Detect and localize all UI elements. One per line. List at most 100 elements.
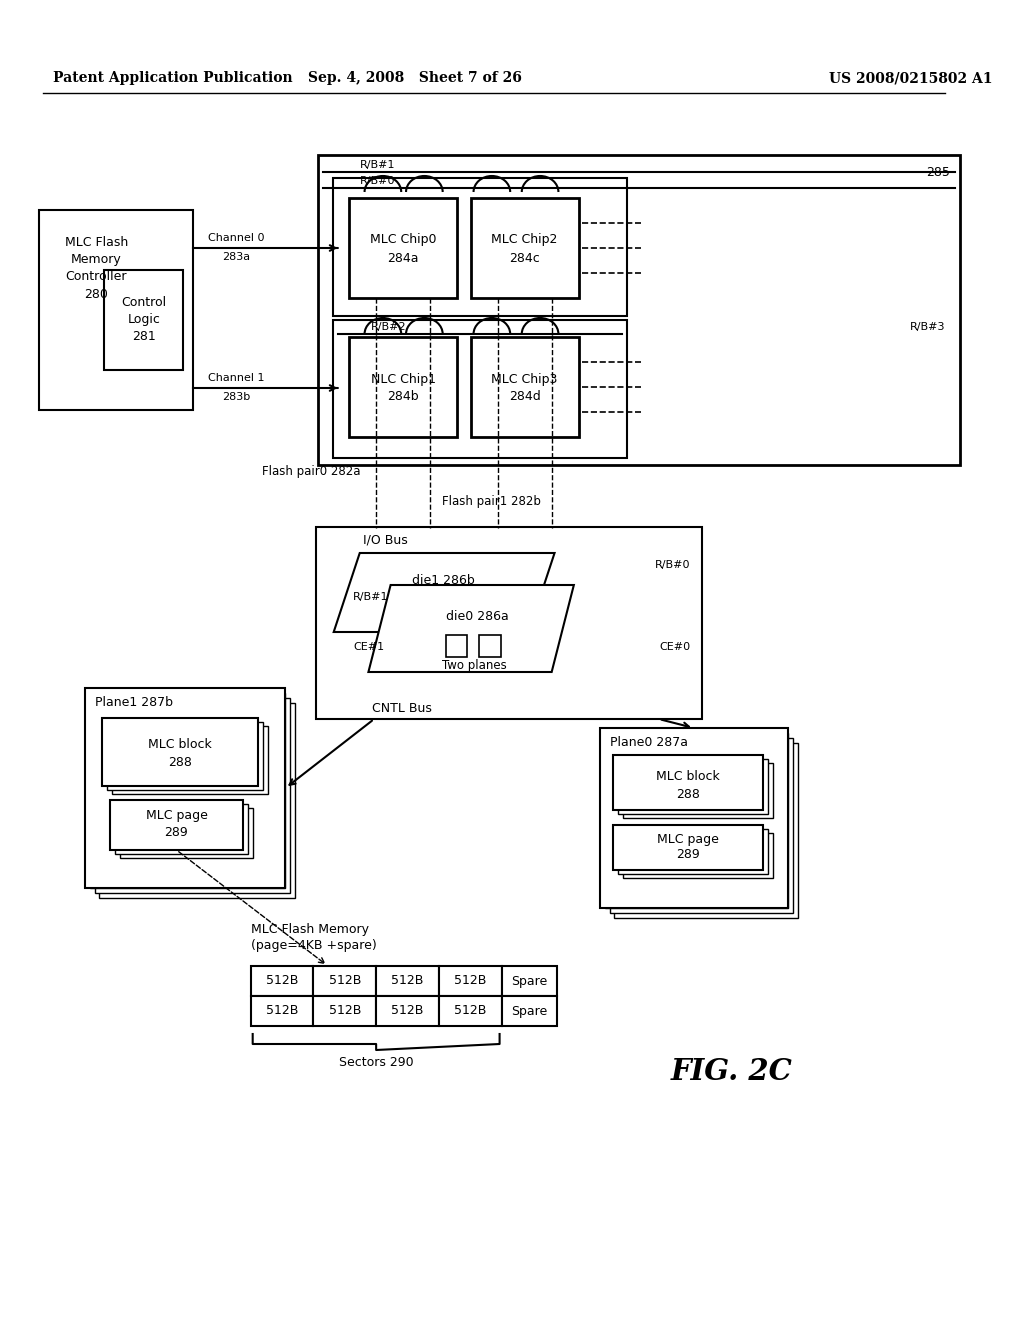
Text: 284a: 284a (387, 252, 419, 264)
Bar (613, 755, 763, 810)
Text: 512B: 512B (266, 974, 298, 987)
Text: Spare: Spare (511, 974, 548, 987)
Bar (600, 729, 787, 908)
Bar (112, 726, 268, 795)
Text: 284c: 284c (509, 252, 540, 264)
Bar (313, 966, 376, 997)
Text: 512B: 512B (454, 1005, 486, 1018)
Text: R/B#0: R/B#0 (359, 176, 395, 186)
Bar (316, 527, 702, 719)
Bar (333, 319, 627, 458)
Text: Patent Application Publication: Patent Application Publication (53, 71, 293, 84)
Text: 512B: 512B (391, 1005, 424, 1018)
Text: R/B#2: R/B#2 (372, 322, 407, 333)
Text: 512B: 512B (391, 974, 424, 987)
Text: US 2008/0215802 A1: US 2008/0215802 A1 (829, 71, 993, 84)
Text: 284d: 284d (509, 391, 541, 404)
Bar (333, 178, 627, 315)
Text: Control: Control (121, 297, 166, 309)
Bar (614, 743, 798, 917)
Text: Memory: Memory (71, 253, 122, 267)
Bar (102, 718, 258, 785)
Text: MLC Chip3: MLC Chip3 (492, 372, 558, 385)
Bar (104, 271, 183, 370)
Bar (94, 698, 290, 894)
Text: NLC Chip1: NLC Chip1 (371, 372, 435, 385)
Text: (page=4KB +spare): (page=4KB +spare) (251, 940, 377, 953)
Text: FIG. 2C: FIG. 2C (671, 1057, 792, 1086)
Text: MLC block: MLC block (148, 738, 212, 751)
Bar (623, 763, 772, 818)
Bar (613, 825, 763, 870)
Text: 512B: 512B (329, 974, 361, 987)
Bar (108, 722, 263, 789)
Text: Controller: Controller (66, 271, 127, 284)
Text: Two planes: Two planes (442, 659, 507, 672)
Bar (251, 966, 313, 997)
Text: Logic: Logic (127, 314, 160, 326)
Text: R/B#1: R/B#1 (359, 160, 395, 170)
Text: 283a: 283a (222, 252, 250, 261)
Text: R/B#1: R/B#1 (353, 591, 388, 602)
Bar (349, 337, 457, 437)
Text: 512B: 512B (454, 974, 486, 987)
Bar (251, 997, 313, 1026)
Bar (99, 704, 295, 898)
Text: CE#0: CE#0 (659, 642, 690, 652)
Text: Flash pair1 282b: Flash pair1 282b (441, 495, 541, 508)
Text: Channel 0: Channel 0 (208, 234, 264, 243)
Bar (85, 688, 286, 888)
Text: die1 286b: die1 286b (413, 573, 475, 586)
Text: Channel 1: Channel 1 (208, 374, 264, 383)
Bar (479, 635, 501, 657)
Bar (349, 198, 457, 298)
Text: 289: 289 (676, 849, 700, 862)
Text: Sectors 290: Sectors 290 (339, 1056, 414, 1068)
Text: 288: 288 (168, 755, 193, 768)
Text: MLC Flash: MLC Flash (65, 236, 128, 249)
Text: 281: 281 (132, 330, 156, 343)
Bar (471, 337, 579, 437)
Text: Plane1 287b: Plane1 287b (94, 696, 172, 709)
Bar (376, 997, 439, 1026)
Text: 285: 285 (927, 166, 950, 180)
Text: MLC page: MLC page (145, 809, 208, 822)
Text: 288: 288 (676, 788, 700, 801)
Bar (90, 693, 286, 888)
Bar (618, 759, 768, 814)
Text: CE#1: CE#1 (353, 642, 384, 652)
Bar (609, 738, 793, 913)
Text: die0 286a: die0 286a (446, 610, 509, 623)
Text: Spare: Spare (511, 1005, 548, 1018)
Bar (502, 997, 557, 1026)
Text: R/B#0: R/B#0 (655, 560, 690, 570)
Text: 280: 280 (85, 288, 109, 301)
Text: 289: 289 (165, 825, 188, 838)
Bar (618, 829, 768, 874)
Polygon shape (334, 553, 555, 632)
Bar (623, 833, 772, 878)
Bar (39, 210, 193, 411)
Text: MLC Chip0: MLC Chip0 (370, 234, 436, 247)
Bar (439, 966, 502, 997)
Text: Sep. 4, 2008   Sheet 7 of 26: Sep. 4, 2008 Sheet 7 of 26 (308, 71, 521, 84)
Bar (110, 800, 243, 850)
Bar (502, 966, 557, 997)
Bar (313, 997, 376, 1026)
Bar (439, 997, 502, 1026)
Bar (471, 198, 579, 298)
Bar (376, 966, 439, 997)
Text: I/O Bus: I/O Bus (362, 533, 408, 546)
Text: MLC Flash Memory: MLC Flash Memory (251, 924, 369, 936)
Bar (605, 733, 787, 908)
Text: R/B#3: R/B#3 (909, 322, 945, 333)
Polygon shape (369, 585, 573, 672)
Text: Flash pair0 282a: Flash pair0 282a (262, 466, 360, 479)
Bar (120, 808, 253, 858)
Text: CNTL Bus: CNTL Bus (373, 702, 432, 715)
Text: Plane0 287a: Plane0 287a (609, 735, 687, 748)
Bar (445, 635, 467, 657)
Bar (115, 804, 248, 854)
Text: MLC block: MLC block (656, 771, 720, 784)
Text: 283b: 283b (222, 392, 251, 403)
